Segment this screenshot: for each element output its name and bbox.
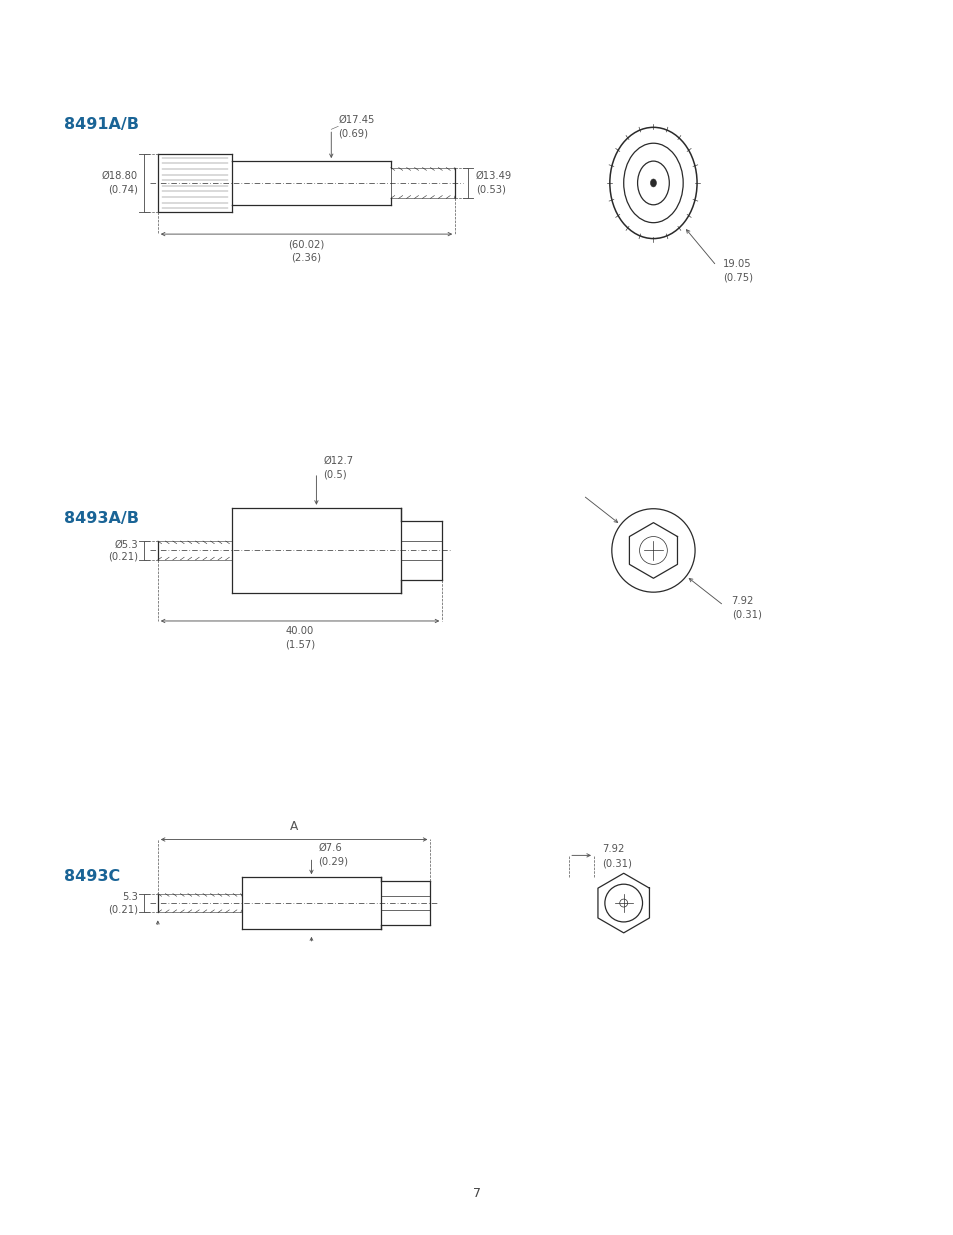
Text: Ø7.6: Ø7.6 — [318, 842, 342, 852]
Text: (0.21): (0.21) — [108, 904, 138, 914]
Text: 40.00: 40.00 — [286, 626, 314, 636]
Text: 8491A/B: 8491A/B — [64, 117, 138, 132]
Ellipse shape — [650, 179, 656, 186]
Text: 5.3: 5.3 — [122, 892, 138, 902]
Text: (1.57): (1.57) — [285, 640, 314, 650]
Text: Ø17.45: Ø17.45 — [338, 115, 375, 125]
Text: Ø5.3: Ø5.3 — [114, 540, 138, 550]
Text: (0.29): (0.29) — [318, 856, 348, 866]
Text: Ø13.49: Ø13.49 — [476, 170, 512, 182]
Text: (0.75): (0.75) — [722, 273, 752, 283]
Text: 7: 7 — [473, 1187, 480, 1199]
Text: (60.02): (60.02) — [288, 240, 324, 249]
Text: (2.36): (2.36) — [292, 253, 321, 263]
Text: (0.21): (0.21) — [108, 551, 138, 562]
Text: 19.05: 19.05 — [722, 259, 751, 269]
Text: (0.69): (0.69) — [338, 128, 368, 138]
Text: (0.31): (0.31) — [601, 858, 631, 868]
Text: Ø12.7: Ø12.7 — [323, 456, 354, 466]
Text: 8493C: 8493C — [64, 869, 120, 884]
Text: 7.92: 7.92 — [731, 595, 753, 605]
Text: (0.53): (0.53) — [476, 185, 505, 195]
Text: 8493A/B: 8493A/B — [64, 511, 138, 526]
Text: 7.92: 7.92 — [601, 845, 623, 855]
Text: (0.31): (0.31) — [731, 609, 760, 620]
Text: Ø18.80: Ø18.80 — [102, 170, 138, 182]
Text: (0.5): (0.5) — [323, 471, 347, 480]
Text: A: A — [290, 820, 298, 832]
Text: (0.74): (0.74) — [108, 185, 138, 195]
